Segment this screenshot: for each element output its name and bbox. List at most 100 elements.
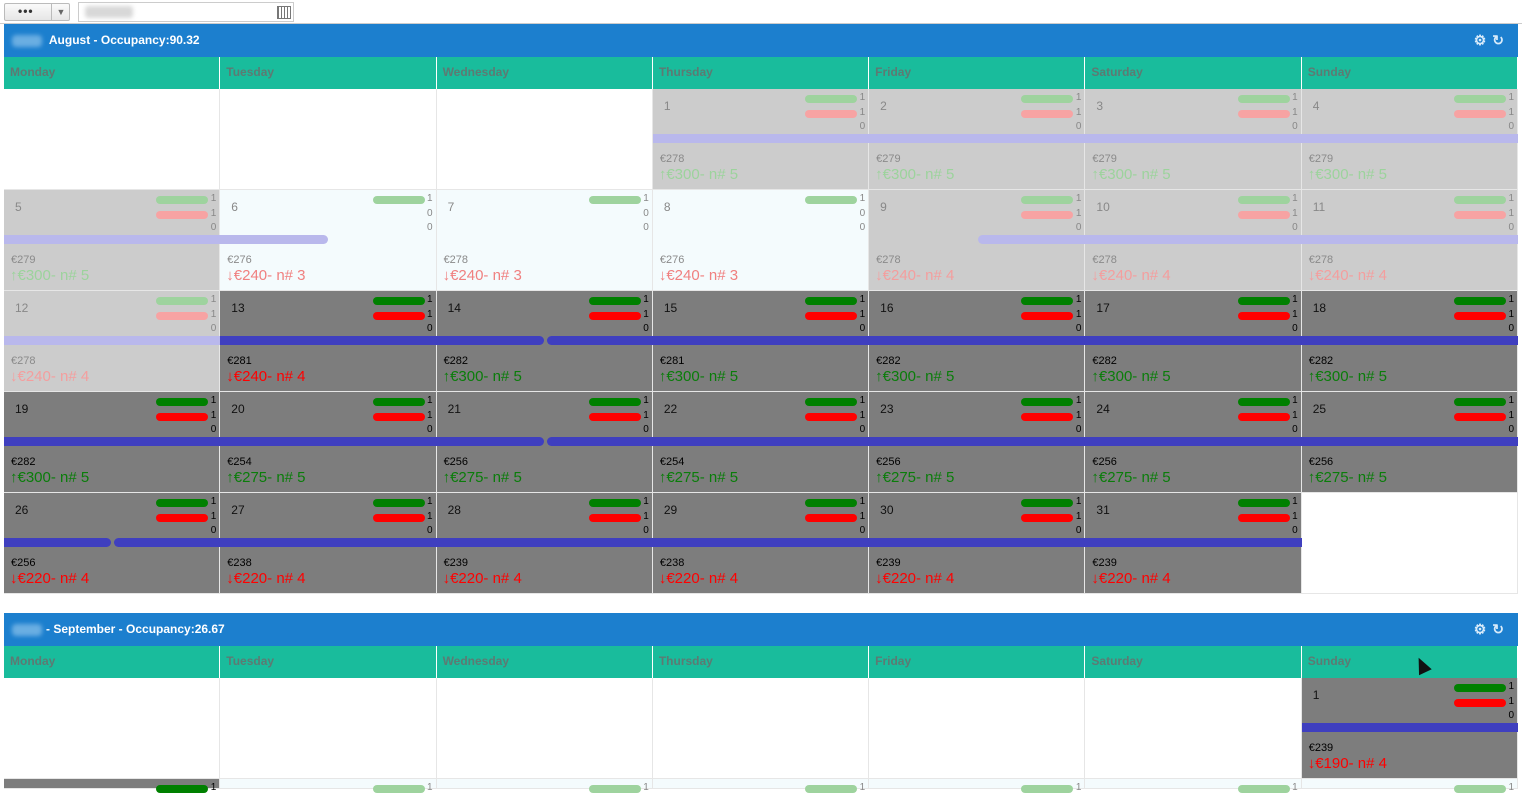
booking-bar[interactable] <box>436 336 544 345</box>
calendar-day-cell[interactable]: 21 1 1 0 €256 ↑€275- n# 5 <box>436 392 653 493</box>
booking-bar[interactable] <box>652 437 870 446</box>
booking-bar[interactable] <box>1085 336 1302 345</box>
calendar-day-cell[interactable]: 9 1 1 0 €278 ↓€240- n# 4 <box>869 190 1086 291</box>
calendar-day-cell[interactable]: 23 1 1 0 €256 ↑€275- n# 5 <box>869 392 1086 493</box>
calendar-day-cell[interactable]: 5 1 1 0 €279 ↑€300- n# 5 <box>4 190 221 291</box>
booking-bar[interactable] <box>4 235 221 244</box>
calendar-day-cell[interactable]: 27 1 1 0 €238 ↓€220- n# 4 <box>220 493 437 594</box>
availability-bar-green <box>372 196 425 204</box>
booking-bar[interactable] <box>4 437 221 446</box>
calendar-day-cell[interactable]: 20 1 1 0 €254 ↑€275- n# 5 <box>220 392 437 493</box>
booking-bar[interactable] <box>1301 134 1518 143</box>
calendar-day-cell[interactable]: 7 1 0 0 €278 ↓€240- n# 3 <box>436 190 653 291</box>
availability-bar-green <box>1237 196 1290 204</box>
booking-bar[interactable] <box>220 235 328 244</box>
day-number: 8 <box>663 200 671 214</box>
booking-bar[interactable] <box>1085 437 1302 446</box>
gear-icon[interactable]: ⚙ <box>1473 32 1493 48</box>
booking-bar[interactable] <box>220 336 437 345</box>
booking-bar[interactable] <box>220 437 437 446</box>
calendar-day-cell[interactable]: 1 1 1 0 €239 ↓€190- n# 4 <box>1301 678 1518 779</box>
booking-bar[interactable] <box>652 336 870 345</box>
calendar-day-cell[interactable]: 12 1 1 0 €278 ↓€240- n# 4 <box>4 291 221 392</box>
menu-dropdown-button[interactable]: ••• ▼ <box>4 3 70 21</box>
availability-count: 1 <box>427 782 433 793</box>
booking-bar[interactable] <box>436 437 544 446</box>
calendar-day-cell[interactable]: 14 1 1 0 €282 ↑€300- n# 5 <box>436 291 653 392</box>
calendar-day-cell[interactable]: 10 1 1 0 €278 ↓€240- n# 4 <box>1085 190 1302 291</box>
calendar-day-cell[interactable]: 1 <box>220 779 437 793</box>
booking-bar[interactable] <box>546 336 653 345</box>
calendar-day-cell[interactable]: 11 1 1 0 €278 ↓€240- n# 4 <box>1301 190 1518 291</box>
booking-bar[interactable] <box>1301 336 1518 345</box>
booking-bar[interactable] <box>436 538 653 547</box>
calendar-day-cell[interactable]: 1 <box>4 779 221 793</box>
calendar-day-cell[interactable]: 8 1 0 0 €276 ↓€240- n# 3 <box>652 190 870 291</box>
refresh-icon[interactable]: ↻ <box>1492 32 1510 48</box>
booking-bar[interactable] <box>4 538 112 547</box>
calendar-day-cell[interactable]: 6 1 0 0 €276 ↓€240- n# 3 <box>220 190 437 291</box>
booking-bar[interactable] <box>1085 134 1302 143</box>
calendar-day-cell[interactable]: 1 <box>1301 779 1518 793</box>
availability-count: 1 <box>643 410 649 421</box>
booking-bar[interactable] <box>652 538 870 547</box>
calendar-day-cell[interactable]: 3 1 1 0 €279 ↑€300- n# 5 <box>1085 89 1302 190</box>
calendar-day-cell[interactable]: 28 1 1 0 €239 ↓€220- n# 4 <box>436 493 653 594</box>
calendar-day-cell[interactable]: 1 <box>1085 779 1302 793</box>
weekday-label: Monday <box>4 646 221 678</box>
calendar-day-cell[interactable]: 2 1 1 0 €279 ↑€300- n# 5 <box>869 89 1086 190</box>
date-input[interactable] <box>78 2 294 22</box>
booking-bar[interactable] <box>869 437 1086 446</box>
booking-bar[interactable] <box>869 336 1086 345</box>
calendar-icon[interactable] <box>277 6 291 19</box>
booking-bar[interactable] <box>1301 235 1518 244</box>
booking-bar[interactable] <box>1085 235 1302 244</box>
calendar-day-cell[interactable]: 4 1 1 0 €279 ↑€300- n# 5 <box>1301 89 1518 190</box>
availability-bar-green <box>1454 297 1506 305</box>
availability-count: 1 <box>1292 395 1298 406</box>
calendar-day-cell[interactable]: 1 <box>652 779 870 793</box>
booking-bar[interactable] <box>652 134 870 143</box>
booking-bar[interactable] <box>4 336 221 345</box>
availability-count: 1 <box>210 395 217 406</box>
calendar-day-cell[interactable]: 1 <box>869 779 1086 793</box>
calendar-day-cell[interactable]: 29 1 1 0 €238 ↓€220- n# 4 <box>652 493 870 594</box>
booking-bar[interactable] <box>114 538 221 547</box>
calendar-day-cell[interactable]: 1 <box>436 779 653 793</box>
calendar-day-cell[interactable]: 15 1 1 0 €281 ↑€300- n# 5 <box>652 291 870 392</box>
availability-bar-green <box>1021 297 1074 305</box>
booking-bar[interactable] <box>220 538 437 547</box>
calendar-day-cell[interactable]: 26 1 1 0 €256 ↓€220- n# 4 <box>4 493 221 594</box>
booking-bar[interactable] <box>978 235 1086 244</box>
current-price: €238 <box>659 557 685 569</box>
calendar-day-cell[interactable]: 31 1 1 0 €239 ↓€220- n# 4 <box>1085 493 1302 594</box>
availability-count: 1 <box>1075 92 1082 103</box>
calendar-day-cell[interactable]: 13 1 1 0 €281 ↓€240- n# 4 <box>220 291 437 392</box>
availability-bar-red <box>1237 211 1290 219</box>
refresh-icon[interactable]: ↻ <box>1492 621 1510 637</box>
calendar-day-cell[interactable]: 24 1 1 0 €256 ↑€275- n# 5 <box>1085 392 1302 493</box>
weekday-label: Sunday <box>1302 646 1518 678</box>
gear-icon[interactable]: ⚙ <box>1473 621 1493 637</box>
calendar-day-cell[interactable]: 30 1 1 0 €239 ↓€220- n# 4 <box>869 493 1086 594</box>
availability-count: 1 <box>643 496 649 507</box>
calendar-day-cell[interactable]: 25 1 1 0 €256 ↑€275- n# 5 <box>1301 392 1518 493</box>
booking-bar[interactable] <box>869 538 1086 547</box>
calendar-day-cell[interactable]: 19 1 1 0 €282 ↑€300- n# 5 <box>4 392 221 493</box>
calendar-day-cell[interactable]: 17 1 1 0 €282 ↑€300- n# 5 <box>1085 291 1302 392</box>
current-price: €281 <box>659 355 685 367</box>
availability-count: 1 <box>859 193 866 204</box>
booking-bar[interactable] <box>1301 723 1518 732</box>
chevron-down-icon[interactable]: ▼ <box>51 4 70 20</box>
booking-bar[interactable] <box>1085 538 1302 547</box>
booking-bar[interactable] <box>546 437 653 446</box>
booking-bar[interactable] <box>1301 437 1518 446</box>
booking-bar[interactable] <box>869 134 1086 143</box>
calendar-day-cell[interactable]: 22 1 1 0 €254 ↑€275- n# 5 <box>652 392 870 493</box>
day-number: 19 <box>15 402 29 416</box>
availability-bar-green <box>1454 684 1506 692</box>
calendar-day-cell[interactable]: 16 1 1 0 €282 ↑€300- n# 5 <box>869 291 1086 392</box>
calendar-day-cell[interactable]: 18 1 1 0 €282 ↑€300- n# 5 <box>1301 291 1518 392</box>
calendar-day-cell[interactable]: 1 1 1 0 €278 ↑€300- n# 5 <box>652 89 870 190</box>
